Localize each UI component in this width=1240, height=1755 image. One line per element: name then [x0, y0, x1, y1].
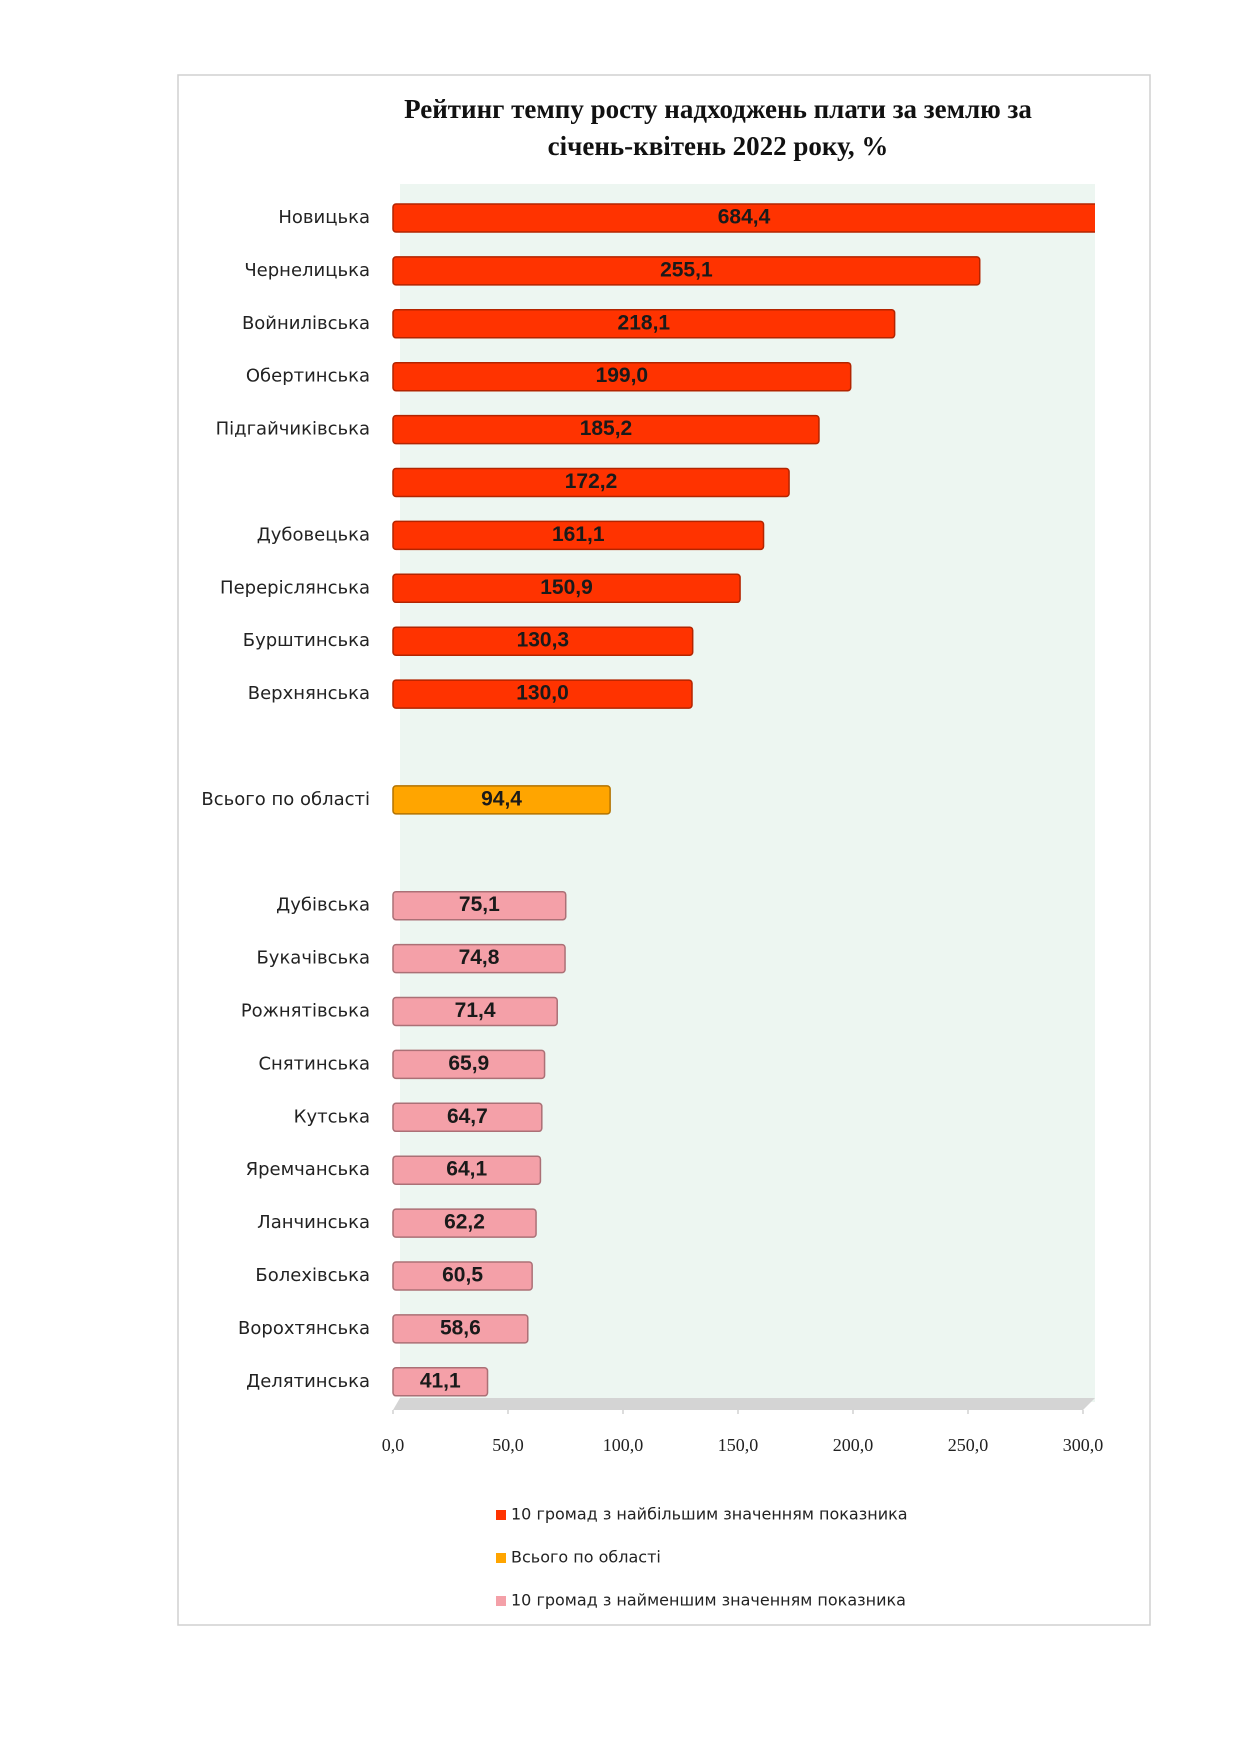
value-label: 74,8 [459, 946, 500, 969]
bar [392, 785, 611, 815]
x-tick-label: 250,0 [948, 1435, 989, 1455]
bar [392, 1155, 542, 1185]
value-label: 199,0 [596, 364, 649, 387]
bar [392, 203, 1095, 233]
bar [392, 1367, 489, 1397]
y-tick-label: Яремчанська [246, 1159, 370, 1180]
y-tick-label: Ворохтянська [238, 1318, 370, 1339]
y-tick-label: Підгайчиківська [216, 419, 370, 440]
y-tick-label: Болехівська [255, 1265, 370, 1286]
bar [392, 1102, 543, 1133]
x-tick-label: 200,0 [833, 1435, 874, 1455]
bar [392, 890, 567, 921]
value-label: 684,4 [718, 206, 771, 229]
y-tick-label: Ланчинська [257, 1212, 370, 1233]
legend-label: 10 громад з найбільшим значенням показни… [511, 1505, 908, 1524]
legend-swatch [496, 1510, 506, 1520]
plot-floor [393, 1398, 1095, 1410]
y-tick-label: Чернелицька [244, 260, 370, 281]
y-tick-label: Новицька [278, 207, 370, 228]
y-tick-label: Букачівська [256, 948, 370, 969]
y-tick-label: Верхнянська [248, 683, 370, 704]
value-label: 41,1 [420, 1369, 461, 1392]
value-label: 60,5 [442, 1264, 483, 1287]
bar [392, 361, 852, 392]
bar [392, 573, 741, 604]
bar [392, 520, 765, 551]
bar [392, 996, 558, 1027]
value-label: 130,3 [517, 629, 570, 652]
x-tick-label: 50,0 [492, 1435, 524, 1455]
chart-title: Рейтинг темпу росту надходжень плати за … [404, 94, 1032, 124]
y-tick-label: Бурштинська [243, 630, 370, 651]
bar [392, 943, 566, 974]
value-label: 64,7 [447, 1105, 488, 1128]
value-label: 218,1 [618, 311, 671, 334]
y-tick-label: Рожнятівська [241, 1001, 370, 1022]
y-tick-label: Войнилівська [242, 313, 370, 334]
x-tick-label: 300,0 [1063, 1435, 1104, 1455]
chart-title: січень-квітень 2022 року, % [548, 131, 889, 161]
bar [392, 679, 693, 709]
bar [392, 1261, 533, 1291]
x-tick-label: 150,0 [718, 1435, 759, 1455]
legend-swatch [496, 1596, 506, 1606]
y-tick-label: Снятинська [258, 1053, 370, 1074]
value-label: 172,2 [565, 470, 618, 493]
value-label: 150,9 [540, 576, 593, 599]
y-tick-label: Всього по області [201, 789, 370, 810]
bar [392, 1208, 537, 1238]
y-tick-label: Переріслянська [220, 577, 370, 598]
value-label: 255,1 [660, 258, 713, 281]
legend-swatch [496, 1553, 506, 1563]
value-label: 94,4 [481, 787, 522, 810]
y-tick-label: Кутська [294, 1106, 370, 1127]
bar [392, 1314, 529, 1344]
value-label: 185,2 [580, 417, 633, 440]
value-label: 75,1 [459, 893, 500, 916]
bar [392, 626, 694, 656]
bar [392, 414, 820, 445]
value-label: 130,0 [516, 682, 569, 705]
y-tick-label: Дубівська [276, 895, 370, 916]
x-tick-label: 100,0 [603, 1435, 644, 1455]
y-tick-label: Дубовецька [257, 524, 370, 545]
bar [392, 467, 790, 498]
value-label: 71,4 [455, 999, 496, 1022]
bar [392, 1049, 546, 1080]
legend-label: 10 громад з найменшим значенням показник… [511, 1591, 906, 1610]
value-label: 58,6 [440, 1316, 481, 1339]
x-tick-label: 0,0 [382, 1435, 405, 1455]
bars [392, 203, 1095, 1397]
value-label: 64,1 [446, 1158, 487, 1181]
y-tick-label: Делятинська [246, 1371, 370, 1392]
value-label: 161,1 [552, 523, 605, 546]
y-tick-label: Обертинська [246, 366, 370, 387]
value-label: 62,2 [444, 1211, 485, 1234]
legend-label: Всього по області [511, 1548, 661, 1567]
bar [392, 309, 896, 339]
bar [392, 256, 981, 286]
value-label: 65,9 [448, 1052, 489, 1075]
